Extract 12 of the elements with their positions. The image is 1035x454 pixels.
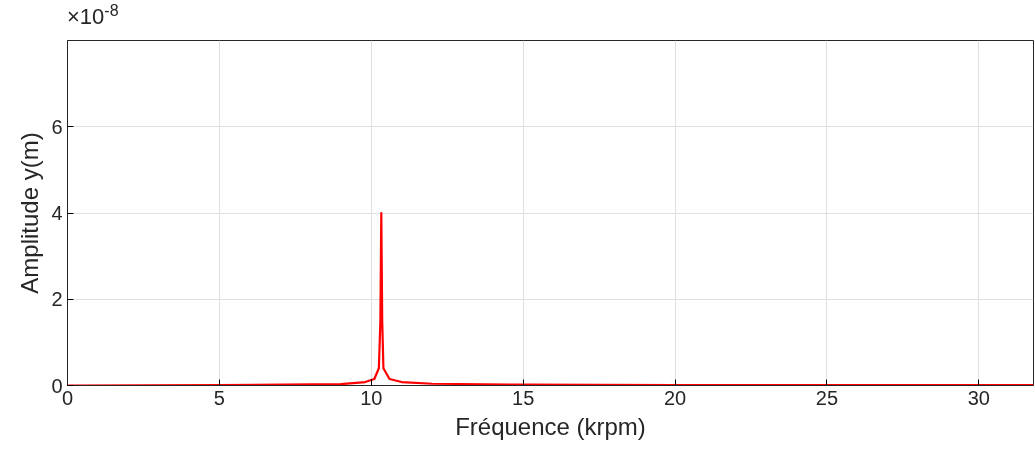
x-tick-label: 15 — [512, 386, 535, 409]
x-axis-title: Fréquence (krpm) — [455, 412, 646, 440]
y-axis-title: Amplitude y(m) — [16, 132, 44, 294]
y-tick-label: 2 — [51, 288, 63, 311]
y-tick-label: 6 — [51, 115, 63, 138]
x-tick-label: 30 — [967, 386, 990, 409]
text: ×10$^{-8}$ — [67, 1, 119, 32]
x-tick-label: 20 — [663, 386, 687, 409]
x-tick-label: 25 — [815, 386, 839, 409]
x-tick-label: 5 — [213, 386, 225, 409]
x-tick-label: 10 — [360, 386, 383, 409]
y-tick-label: 4 — [51, 202, 63, 224]
